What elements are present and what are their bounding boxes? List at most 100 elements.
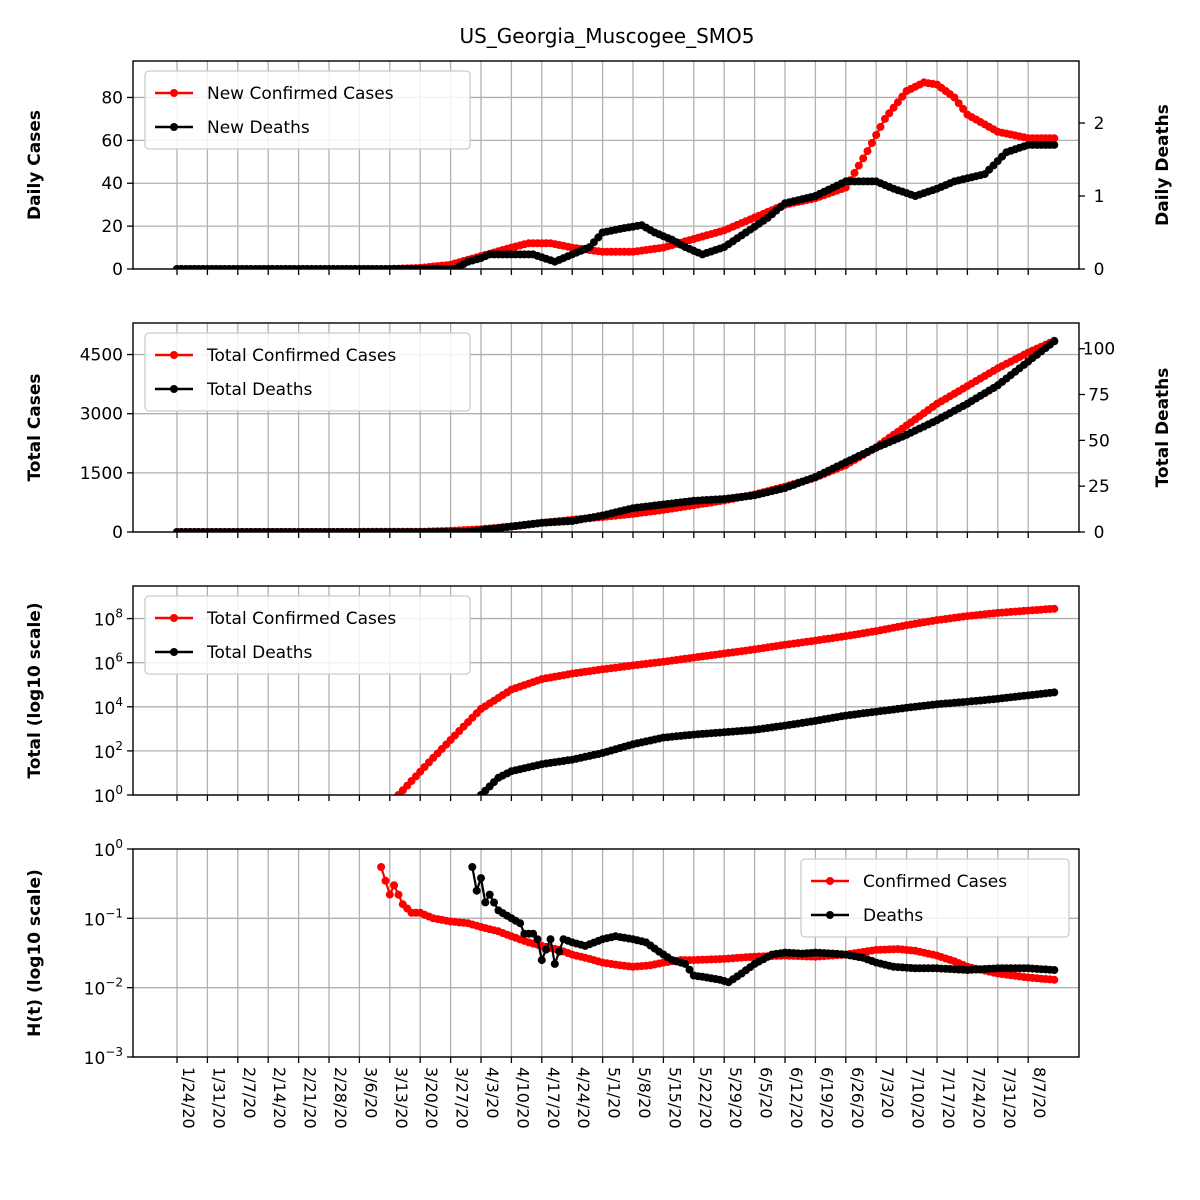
series-total-deaths xyxy=(173,337,1059,532)
data-point xyxy=(542,945,551,954)
x-tick-label: 2/28/20 xyxy=(331,1067,350,1129)
data-point xyxy=(850,168,859,177)
data-point xyxy=(863,147,872,156)
y-tick-label: 40 xyxy=(101,174,123,194)
legend: Confirmed Cases Deaths xyxy=(800,858,1070,938)
y-right-tick-label: 25 xyxy=(1088,477,1110,497)
legend-swatch-marker xyxy=(170,648,178,656)
data-point xyxy=(516,919,525,928)
data-point xyxy=(1050,134,1059,143)
legend-label: New Confirmed Cases xyxy=(207,84,394,104)
x-tick-label: 5/8/20 xyxy=(635,1067,654,1119)
panels: 0 20 40 60 80 0 1 2 Daily Cases Daily Deaths New C… xyxy=(25,60,1173,1069)
data-point xyxy=(1050,688,1059,697)
panel-daily: 0 20 40 60 80 0 1 2 Daily Cases Daily Deaths New C… xyxy=(25,60,1173,280)
panel-hazard: 10−3 10−2 10−1 100 H(t) (log10 scale) Confirm… xyxy=(25,837,1080,1069)
panel-log_total: 100 102 104 106 108 Total (log10 scale) Total … xyxy=(25,585,1080,807)
x-tick-label: 6/26/20 xyxy=(848,1067,867,1129)
data-point xyxy=(390,881,399,890)
series-line xyxy=(480,691,1055,795)
x-tick-label: 5/1/20 xyxy=(605,1067,624,1119)
y-axis-label: H(t) (log10 scale) xyxy=(25,869,45,1037)
data-point xyxy=(685,965,694,974)
x-tick-label: 3/13/20 xyxy=(392,1067,411,1129)
legend-label: Total Confirmed Cases xyxy=(206,609,396,629)
y-tick-label: 10−2 xyxy=(84,976,123,1000)
x-tick-label: 5/15/20 xyxy=(665,1067,684,1129)
data-point xyxy=(885,109,894,118)
x-tick-label: 2/14/20 xyxy=(270,1067,289,1129)
y-tick-label: 80 xyxy=(101,88,123,108)
y-right-tick-label: 0 xyxy=(1094,260,1105,280)
x-tick-label: 4/17/20 xyxy=(544,1067,563,1129)
plot-frame xyxy=(132,60,1080,270)
y-tick-label: 20 xyxy=(101,217,123,237)
y-tick-label: 106 xyxy=(94,651,123,675)
y-axis-label: Total (log10 scale) xyxy=(25,602,45,778)
y-right-tick-label: 1 xyxy=(1094,187,1105,207)
x-tick-label: 1/24/20 xyxy=(179,1067,198,1129)
y-tick-label: 100 xyxy=(94,783,123,807)
y-right-axis-label: Total Deaths xyxy=(1153,368,1173,488)
data-point xyxy=(1050,337,1059,346)
series-total-confirmed-cases xyxy=(394,604,1059,795)
x-tick-label: 4/3/20 xyxy=(483,1067,502,1119)
x-tick-label: 8/7/20 xyxy=(1030,1067,1049,1119)
data-point xyxy=(537,956,546,965)
data-point xyxy=(954,99,963,108)
series-total-deaths xyxy=(477,688,1059,795)
x-tick-label: 3/27/20 xyxy=(453,1067,472,1129)
x-tick-label: 2/7/20 xyxy=(240,1067,259,1119)
legend: New Confirmed Cases New Deaths xyxy=(144,70,471,150)
x-tick-label: 3/6/20 xyxy=(361,1067,380,1119)
legend: Total Confirmed Cases Total Deaths xyxy=(144,332,471,412)
data-point xyxy=(555,947,564,956)
legend-swatch-marker xyxy=(170,614,178,622)
x-tick-label: 7/17/20 xyxy=(939,1067,958,1129)
legend-box xyxy=(144,595,471,675)
data-point xyxy=(481,898,490,907)
data-point xyxy=(889,103,898,112)
data-point xyxy=(854,161,863,170)
y-tick-label: 104 xyxy=(94,695,123,719)
data-point xyxy=(385,890,394,899)
y-tick-label: 0 xyxy=(112,260,123,280)
legend-label: Confirmed Cases xyxy=(863,872,1007,892)
plot-frame xyxy=(132,585,1080,796)
x-tick-label: 6/19/20 xyxy=(817,1067,836,1129)
data-point xyxy=(681,959,690,968)
data-point xyxy=(867,139,876,147)
y-axis-label: Daily Cases xyxy=(25,110,45,220)
y-tick-label: 1500 xyxy=(80,464,123,484)
data-point xyxy=(1050,140,1059,149)
legend-box xyxy=(144,332,471,412)
data-point xyxy=(381,876,390,885)
data-point xyxy=(950,93,959,102)
data-point xyxy=(1050,966,1059,974)
x-tick-label: 7/24/20 xyxy=(969,1067,988,1129)
x-tick-label: 5/22/20 xyxy=(696,1067,715,1129)
data-point xyxy=(880,114,889,123)
legend-label: New Deaths xyxy=(207,118,310,138)
y-tick-label: 3000 xyxy=(80,405,123,425)
data-point xyxy=(898,92,907,101)
data-point xyxy=(959,104,968,113)
y-right-tick-label: 2 xyxy=(1094,114,1105,134)
y-right-axis-label: Daily Deaths xyxy=(1153,104,1173,226)
legend-swatch-marker xyxy=(826,877,834,885)
y-tick-label: 0 xyxy=(112,523,123,543)
x-date-labels: 1/24/20 1/31/20 2/7/20 2/14/20 2/21/20 2/28/2… xyxy=(179,1067,1049,1129)
data-point xyxy=(490,898,498,907)
figure-title: US_Georgia_Muscogee_SMO5 xyxy=(459,24,754,48)
legend-swatch-marker xyxy=(826,911,834,919)
legend-label: Total Deaths xyxy=(206,380,313,400)
y-tick-label: 108 xyxy=(94,607,123,631)
data-point xyxy=(872,131,881,139)
data-point xyxy=(893,98,902,107)
data-point xyxy=(529,929,538,938)
data-point xyxy=(876,122,885,131)
x-tick-label: 4/24/20 xyxy=(574,1067,593,1129)
data-point xyxy=(533,935,542,944)
y-right-tick-label: 100 xyxy=(1083,340,1115,360)
legend-swatch-marker xyxy=(170,89,178,97)
